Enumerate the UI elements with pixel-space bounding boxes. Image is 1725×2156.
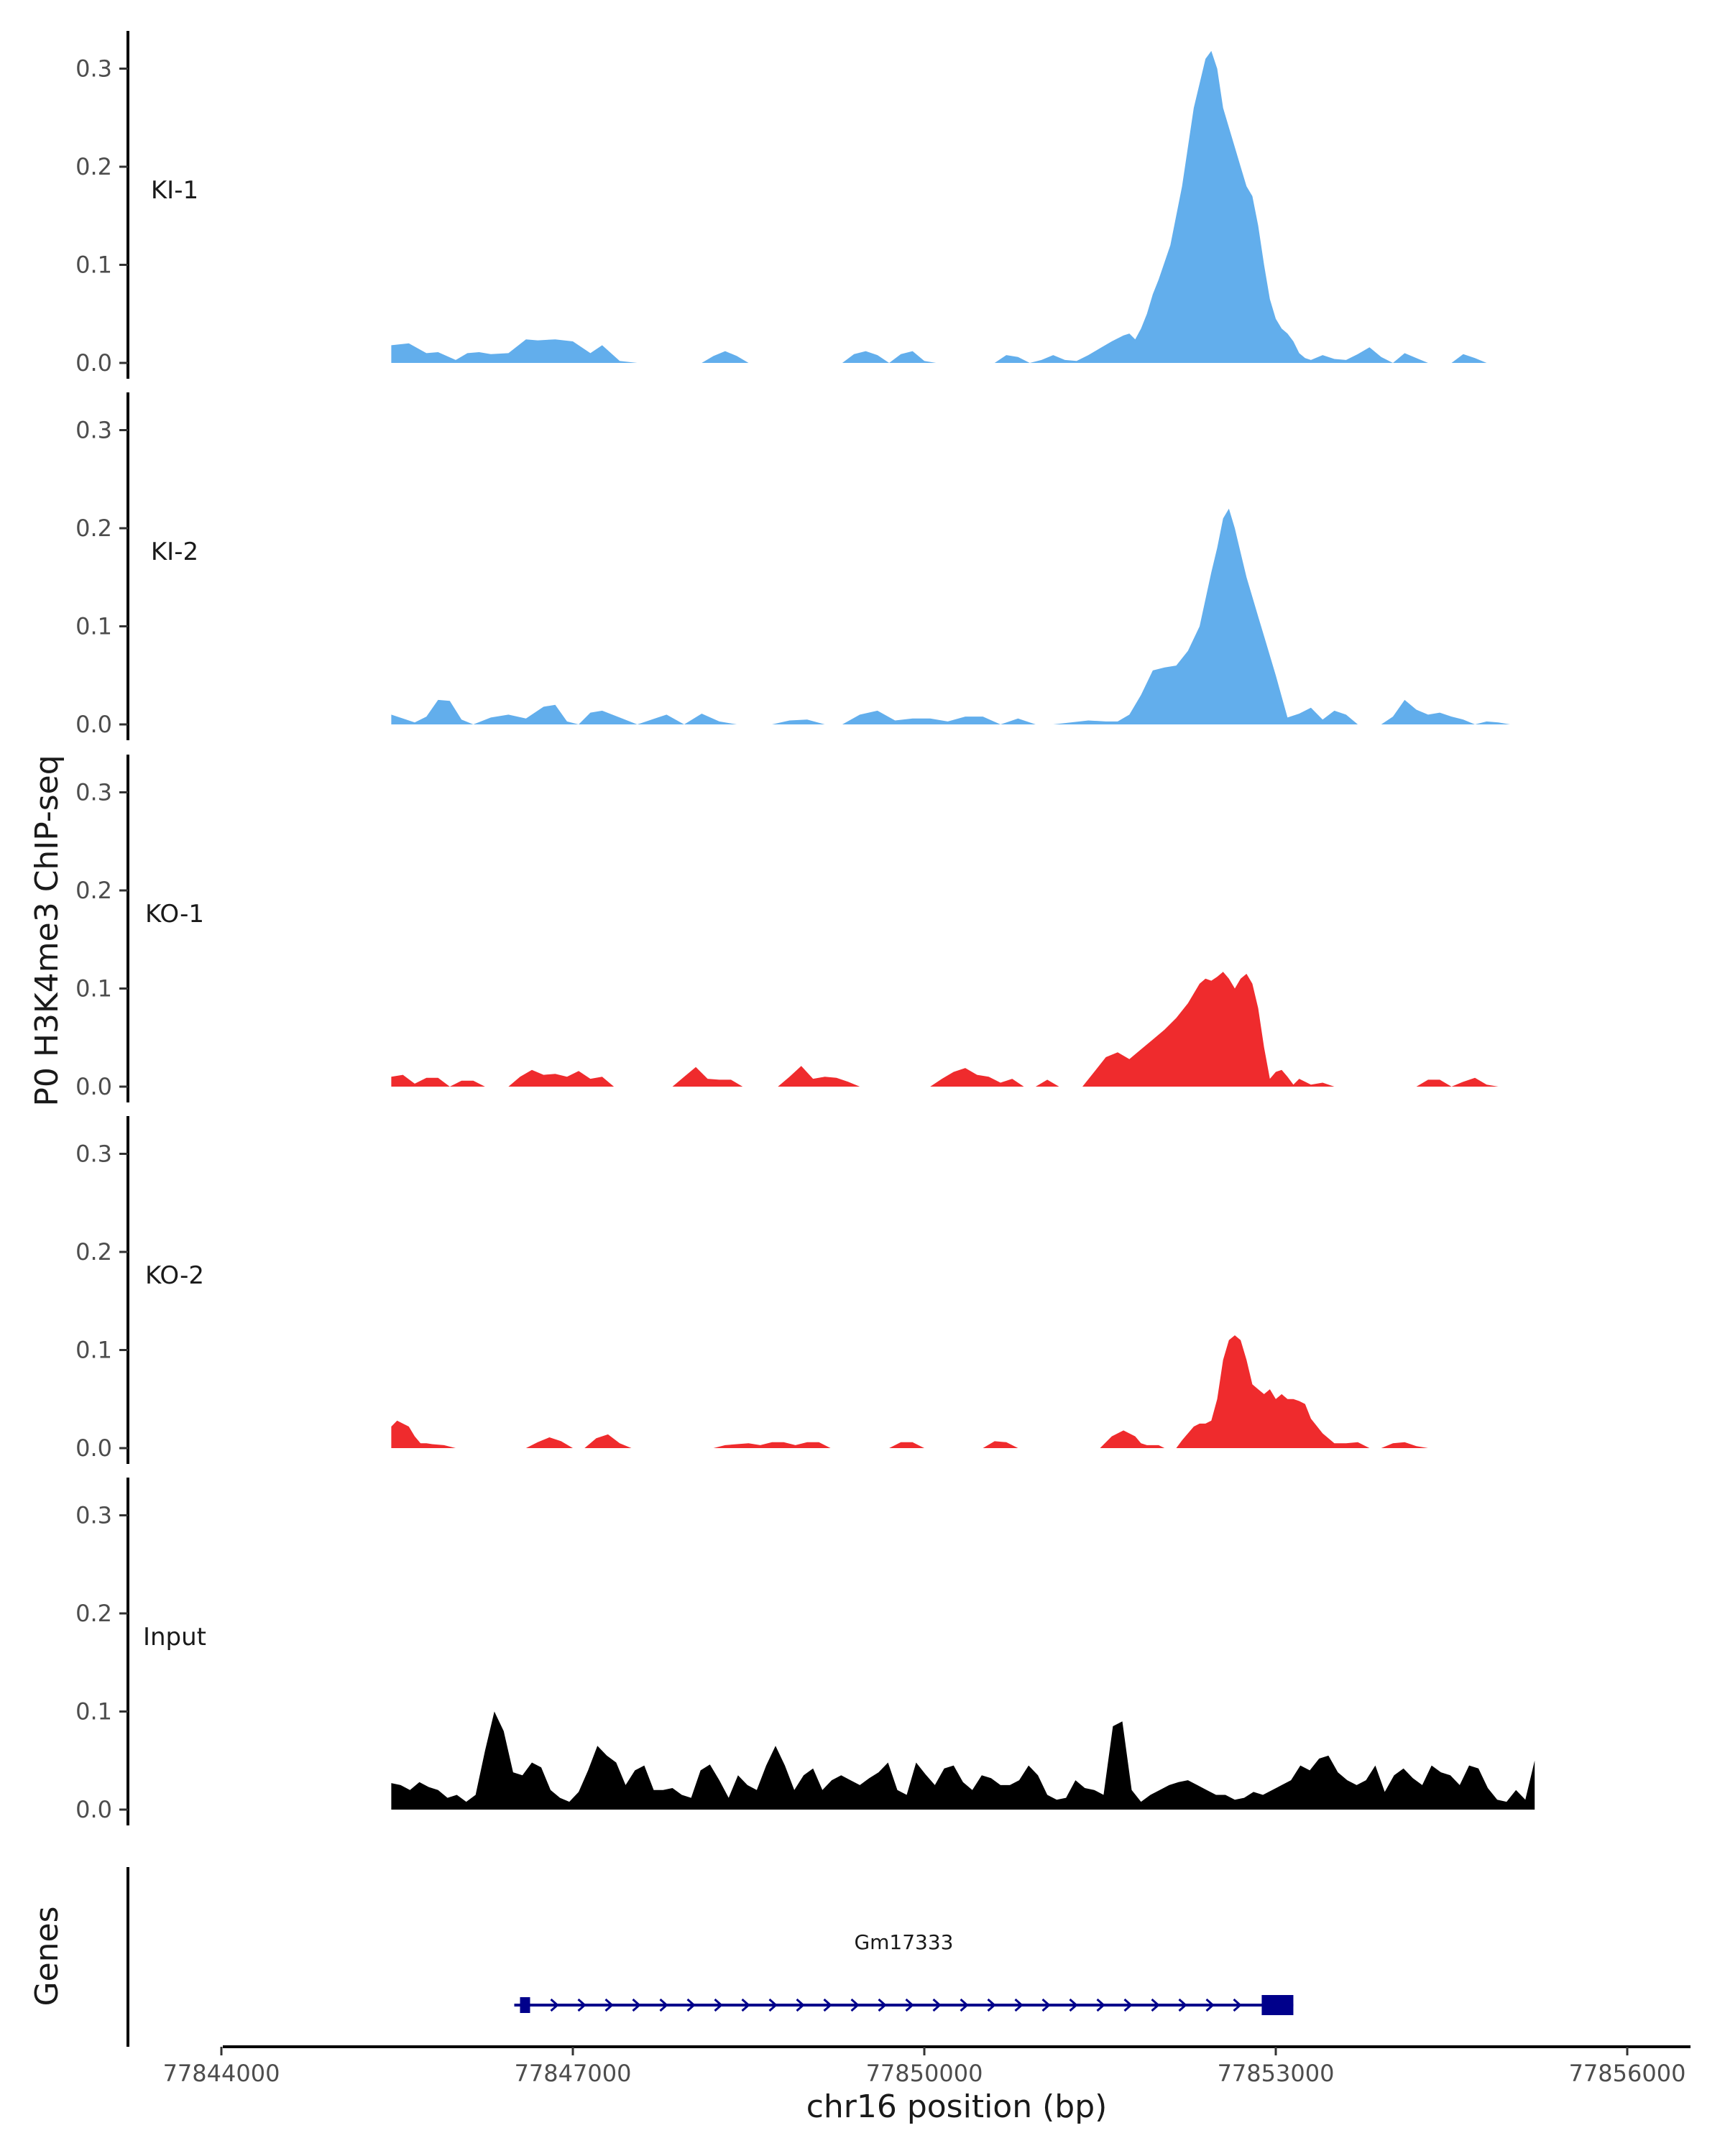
- signal-area-input: [391, 1711, 1535, 1810]
- strand-arrow: [1041, 1998, 1051, 2012]
- y-tick-label-ki-2: 0.3: [75, 417, 112, 444]
- strand-arrow: [932, 1998, 942, 2012]
- y-tick-label-ko-2: 0.3: [75, 1141, 112, 1168]
- y-tick-label-ko-2: 0.2: [75, 1238, 112, 1266]
- strand-arrow: [659, 1998, 668, 2012]
- y-axis-title: P0 H3K4me3 ChIP-seq: [29, 755, 65, 1106]
- y-tick-label-ki-1: 0.1: [75, 252, 112, 279]
- strand-arrow: [823, 1998, 832, 2012]
- y-tick-label-ko-1: 0.1: [75, 975, 112, 1003]
- signal-tracks: 0.00.10.20.3KI-10.00.10.20.3KI-20.00.10.…: [75, 31, 1535, 1825]
- y-tick-label-input: 0.3: [75, 1502, 112, 1529]
- strand-arrow: [604, 1998, 614, 2012]
- gene-annotation-panel: Gm17333: [126, 1867, 1294, 2047]
- y-tick-label-input: 0.0: [75, 1796, 112, 1823]
- track-ki-1: 0.0 0.1 0.2 0.3 KI-1: [75, 31, 1517, 379]
- y-tick-label-ko-1: 0.3: [75, 779, 112, 806]
- track-label-ko-2: KO-2: [145, 1261, 204, 1290]
- signal-area-ko-2: [391, 1335, 1534, 1448]
- strand-arrow: [1069, 1998, 1078, 2012]
- gene-name-label: Gm17333: [854, 1930, 953, 1954]
- strand-arrow: [768, 1998, 778, 2012]
- strand-arrow: [1014, 1998, 1024, 2012]
- track-label-ki-2: KI-2: [151, 538, 198, 566]
- x-tick-label: 77850000: [866, 2060, 983, 2087]
- strand-arrow: [1151, 1998, 1160, 2012]
- genes-axis-title: Genes: [29, 1906, 65, 2006]
- gene-exon-left: [520, 1997, 530, 2013]
- x-tick-label: 77847000: [515, 2060, 632, 2087]
- strand-arrow: [714, 1998, 723, 2012]
- signal-area-ko-1: [391, 972, 1499, 1087]
- strand-arrow: [850, 1998, 860, 2012]
- strand-arrow: [632, 1998, 641, 2012]
- track-ko-1: 0.0 0.1 0.2 0.3 KO-1: [75, 755, 1499, 1102]
- strand-arrow: [1178, 1998, 1187, 2012]
- strand-arrow: [960, 1998, 969, 2012]
- strand-arrow: [987, 1998, 996, 2012]
- track-label-input: Input: [143, 1623, 206, 1651]
- strand-arrow: [1233, 1998, 1242, 2012]
- strand-arrow: [905, 1998, 914, 2012]
- x-tick-label: 77856000: [1569, 2060, 1686, 2087]
- strand-arrow: [1123, 1998, 1133, 2012]
- y-tick-label-input: 0.2: [75, 1600, 112, 1627]
- strand-arrow: [878, 1998, 887, 2012]
- y-tick-label-ki-1: 0.2: [75, 153, 112, 180]
- track-input: 0.0 0.1 0.2 0.3 Input: [75, 1478, 1535, 1825]
- strand-arrow: [577, 1998, 586, 2012]
- y-tick-label-ko-2: 0.1: [75, 1337, 112, 1364]
- y-tick-label-ko-2: 0.0: [75, 1434, 112, 1462]
- y-tick-label-ki-2: 0.1: [75, 613, 112, 640]
- y-tick-label-ki-1: 0.0: [75, 349, 112, 377]
- y-tick-label-input: 0.1: [75, 1698, 112, 1726]
- track-label-ki-1: KI-1: [151, 176, 198, 205]
- y-tick-label-ko-1: 0.0: [75, 1073, 112, 1100]
- strand-arrow: [1096, 1998, 1105, 2012]
- strand-arrow: [686, 1998, 696, 2012]
- x-tick-label: 77844000: [163, 2060, 280, 2087]
- x-axis-title: chr16 position (bp): [806, 2088, 1108, 2125]
- strand-arrow: [1205, 1998, 1215, 2012]
- y-tick-label-ki-2: 0.0: [75, 711, 112, 738]
- track-ko-2: 0.0 0.1 0.2 0.3 KO-2: [75, 1116, 1534, 1464]
- track-label-ko-1: KO-1: [145, 900, 204, 929]
- y-tick-label-ki-1: 0.3: [75, 55, 112, 83]
- signal-area-ki-1: [391, 50, 1517, 364]
- signal-area-ki-2: [391, 508, 1534, 724]
- x-tick-label: 77853000: [1218, 2060, 1335, 2087]
- strand-arrow: [741, 1998, 750, 2012]
- gene-exon-right: [1261, 1995, 1294, 2015]
- strand-arrow: [796, 1998, 805, 2012]
- y-tick-label-ki-2: 0.2: [75, 515, 112, 542]
- x-axis: 77844000 77847000 77850000 77853000 77856000: [163, 2045, 1690, 2087]
- strand-arrow: [550, 1998, 559, 2012]
- track-ki-2: 0.0 0.1 0.2 0.3 KI-2: [75, 392, 1534, 740]
- y-tick-label-ko-1: 0.2: [75, 877, 112, 904]
